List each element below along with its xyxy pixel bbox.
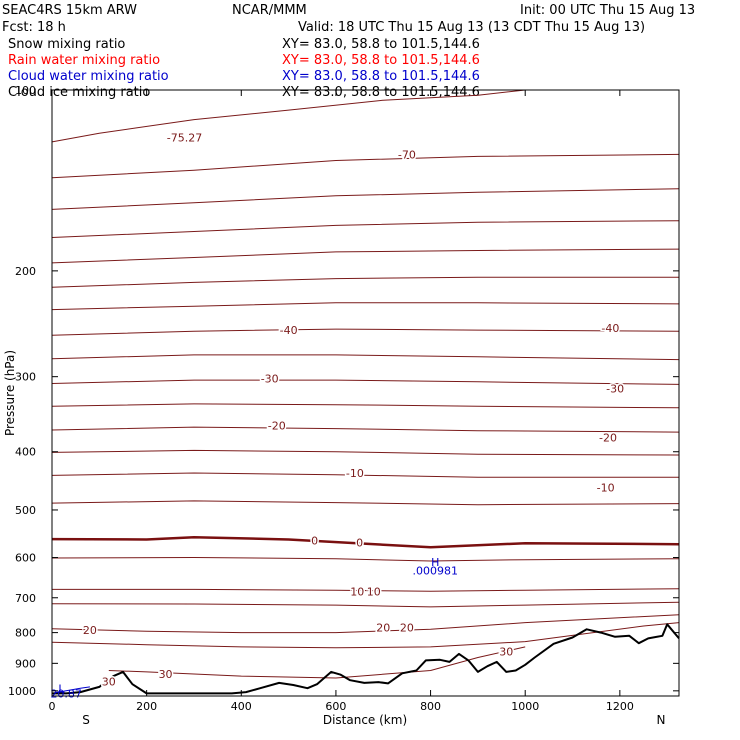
isotherm--15 [51, 449, 680, 456]
init-time: Init: 00 UTC Thu 15 Aug 13 [520, 3, 695, 18]
isotherm--45 [51, 302, 680, 311]
y-tick-label: 400 [15, 446, 36, 459]
field-legend: Snow mixing ratio XY= 83.0, 58.8 to 101.5… [8, 37, 480, 100]
contour-label: 20 [83, 624, 97, 637]
extremum-marker: H [431, 556, 439, 569]
isotherm-10 [52, 588, 680, 592]
north-end-label: N [657, 713, 666, 727]
y-axis-label: Pressure (hPa) [3, 350, 17, 436]
valid-time: Valid: 18 UTC Thu 15 Aug 13 (13 CDT Thu … [298, 20, 645, 35]
terrain-line [52, 623, 680, 695]
forecast-hour: Fcst: 18 h [2, 20, 66, 35]
axes: 0 200 400 600 800 1000 12001002003004005006007… [8, 84, 679, 713]
contour-label: -75.27 [167, 132, 202, 145]
isotherm--30 [51, 379, 680, 385]
x-tick-label: 600 [325, 700, 346, 713]
y-tick-label: 500 [15, 504, 36, 517]
extremum-marker: .000981 [413, 564, 459, 577]
legend-field-label: Rain water mixing ratio [8, 53, 160, 68]
contour-label: -10 [597, 482, 615, 495]
legend-field-xy: XY= 83.0, 58.8 to 101.5,144.6 [282, 37, 480, 52]
contour-label: 20 [376, 622, 390, 635]
cloud-water-contour [54, 686, 90, 694]
extremum-marker: L [58, 683, 65, 696]
isotherm--25 [51, 403, 680, 409]
legend-field-label: Cloud ice mixing ratio [8, 85, 150, 100]
y-tick-label: 1000 [8, 685, 36, 698]
isotherm-5 [51, 557, 680, 562]
isotherm-20 [51, 614, 680, 634]
temperature-contours [51, 89, 680, 679]
contour-label: 10 [367, 586, 381, 599]
south-end-label: S [82, 713, 90, 727]
isotherm--40 [51, 328, 680, 336]
x-tick-label: 1000 [511, 700, 539, 713]
isotherm-15 [51, 601, 680, 608]
contour-label: 30 [499, 645, 513, 658]
contour-label: -30 [606, 383, 624, 396]
isotherm--65 [51, 188, 680, 210]
contour-labels: -75.27 -70 -40 -40 -30 -30 -20 -20 -10 -10 0 0 10 10 2… [81, 130, 625, 690]
contour-label: -10 [346, 467, 364, 480]
contour-label: 20 [400, 622, 414, 635]
x-tick-label: 800 [420, 700, 441, 713]
plot-frame [51, 89, 680, 697]
legend-field-xy: XY= 83.0, 58.8 to 101.5,144.6 [282, 53, 480, 68]
contour-label: -40 [601, 322, 619, 335]
contour-label: -20 [599, 432, 617, 445]
isotherm--10 [51, 472, 679, 478]
y-tick-label: 200 [15, 265, 36, 278]
isotherm-25 [51, 622, 680, 649]
contour-label: 0 [311, 534, 318, 547]
x-tick-label: 400 [231, 700, 252, 713]
contour-label: 0 [356, 536, 363, 549]
y-tick-label: 700 [15, 592, 36, 605]
legend-field-label: Snow mixing ratio [8, 37, 125, 52]
isotherm--70 [51, 153, 680, 179]
contour-label: -70 [398, 148, 416, 161]
y-tick-label: 900 [15, 657, 36, 670]
isotherm--5 [51, 500, 680, 506]
isotherm-30 [108, 646, 526, 679]
center-title: NCAR/MMM [232, 3, 307, 18]
isotherm--60 [51, 220, 680, 238]
extremum-marker: 20.87 [50, 687, 82, 700]
contour-label: 30 [102, 676, 116, 689]
contour-label: -20 [268, 420, 286, 433]
contour-label: 30 [159, 668, 173, 681]
isotherm--20 [51, 426, 680, 433]
x-tick-label: 200 [136, 700, 157, 713]
model-title: SEAC4RS 15km ARW [2, 3, 137, 18]
contour-label: 10 [350, 586, 364, 599]
plot-area: -75.27 -70 -40 -40 -30 -30 -20 -20 -10 -10 0 0 10 10 2… [50, 89, 680, 701]
y-tick-label: 100 [15, 84, 36, 97]
legend-field-label: Cloud water mixing ratio [8, 69, 169, 84]
x-axis-label: Distance (km) [323, 713, 407, 727]
y-tick-label: 300 [15, 371, 36, 384]
contour-label: -40 [280, 324, 298, 337]
x-tick-label: 1200 [606, 700, 634, 713]
contour-label: -30 [261, 372, 279, 385]
isotherm-0 [51, 535, 680, 549]
isotherm--55 [51, 248, 680, 264]
isotherm--35 [51, 354, 680, 361]
y-tick-label: 800 [15, 627, 36, 640]
terrain-layer [52, 623, 680, 695]
extrema-markers: H.000981 L20.87 [50, 556, 458, 701]
legend-field-xy: XY= 83.0, 58.8 to 101.5,144.6 [282, 69, 480, 84]
isotherm--50 [51, 276, 679, 288]
y-tick-label: 600 [15, 552, 36, 565]
x-tick-label: 0 [49, 700, 56, 713]
isotherm--75.27 [51, 89, 526, 143]
legend-field-xy: XY= 83.0, 58.8 to 101.5,144.6 [282, 85, 480, 100]
